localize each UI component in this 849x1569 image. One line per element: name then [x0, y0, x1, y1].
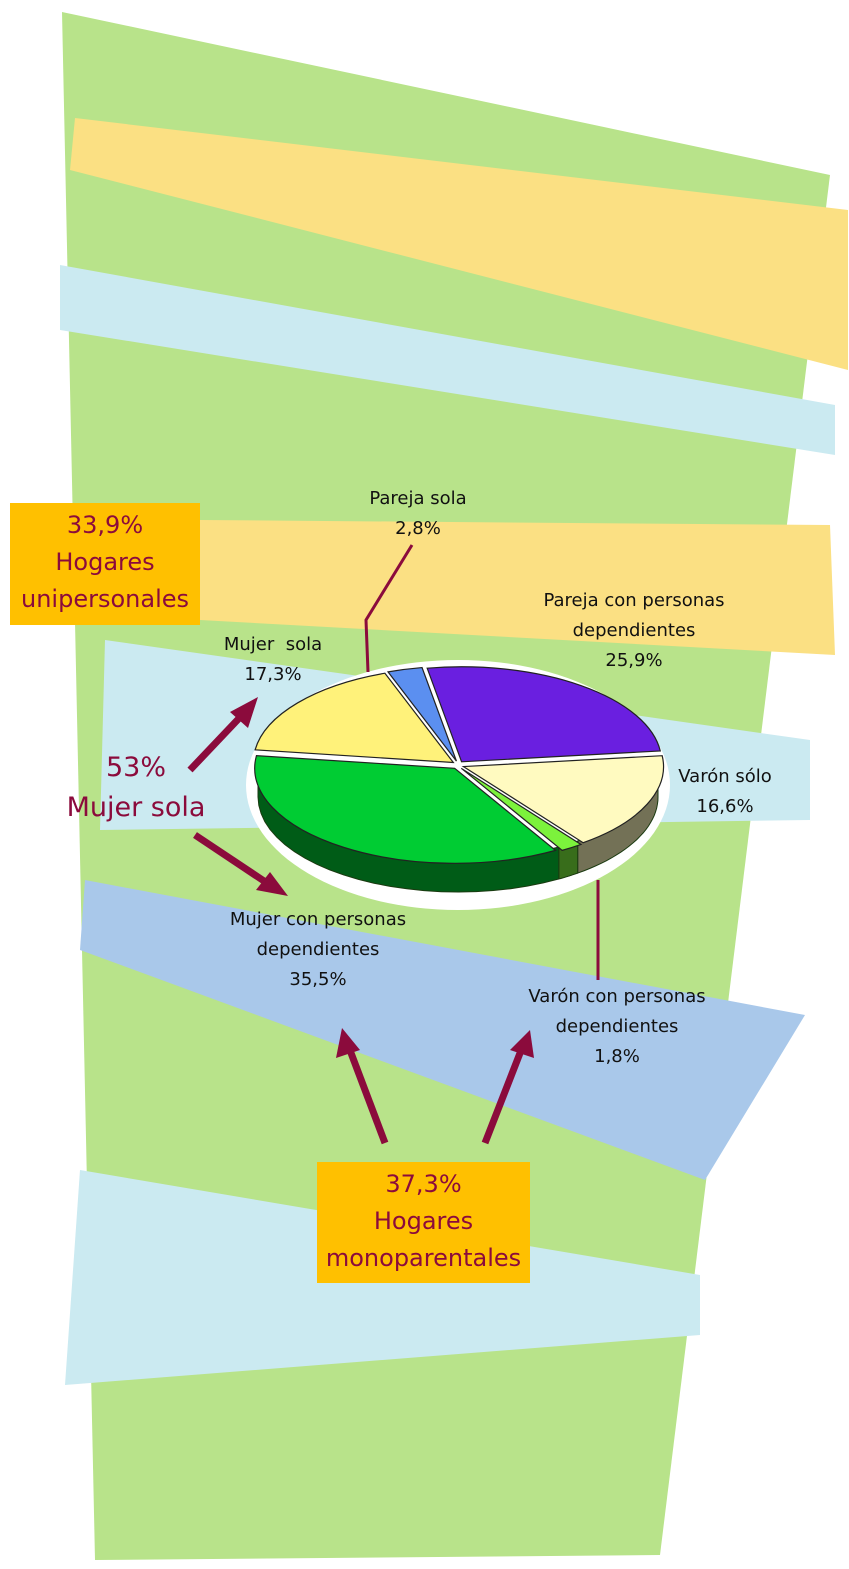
band	[70, 118, 848, 370]
slice-label: Varón con personas dependientes 1,8%	[512, 982, 722, 1072]
annotation-value: 53%	[105, 752, 166, 783]
category: Varón sólo	[678, 766, 772, 787]
category: Mujer sola	[223, 634, 323, 655]
value-label: 35,5%	[289, 969, 347, 990]
annotation-text: Hogares unipersonales	[21, 548, 189, 613]
value-label: 1,8%	[594, 1046, 640, 1067]
band	[60, 265, 835, 455]
annotation-value: 37,3%	[385, 1170, 462, 1198]
annotation-value: 33,9%	[66, 511, 144, 539]
category: Mujer con personas dependientes	[229, 909, 407, 960]
annotation: 53% Mujer sola	[56, 748, 216, 828]
category: Varón con personas dependientes	[528, 986, 706, 1037]
pie-slice	[426, 666, 662, 763]
slice-label: Pareja con personas dependientes 25,9%	[534, 586, 734, 676]
value-label: 16,6%	[696, 796, 754, 817]
value-label: 17,3%	[244, 664, 302, 685]
arrow-heads	[230, 697, 534, 1058]
slice-label: Pareja sola 2,8%	[338, 484, 498, 544]
slice-label: Mujer con personas dependientes 35,5%	[213, 905, 423, 995]
annotation-text: Hogares monoparentales	[325, 1207, 522, 1272]
band	[80, 880, 805, 1180]
arrows	[187, 709, 526, 1145]
category: Pareja con personas dependientes	[543, 590, 725, 641]
slice-label: Varón sólo 16,6%	[655, 762, 795, 822]
band	[200, 520, 835, 655]
value-label: 2,8%	[395, 518, 441, 539]
pie-slice	[461, 755, 665, 844]
annotation-text: Mujer sola	[66, 792, 206, 823]
category: Pareja sola	[369, 488, 467, 509]
value-label: 25,9%	[605, 650, 663, 671]
annotation-box: 37,3% Hogares monoparentales	[317, 1162, 530, 1283]
pie-slice	[254, 755, 557, 864]
leaders	[364, 544, 600, 980]
annotation-box: 33,9% Hogares unipersonales	[10, 503, 200, 625]
pie-slice	[460, 767, 583, 852]
pie-slice	[254, 672, 455, 764]
slice-label: Mujer sola 17,3%	[203, 630, 343, 690]
pie-slice	[386, 666, 458, 762]
pie	[254, 666, 665, 893]
